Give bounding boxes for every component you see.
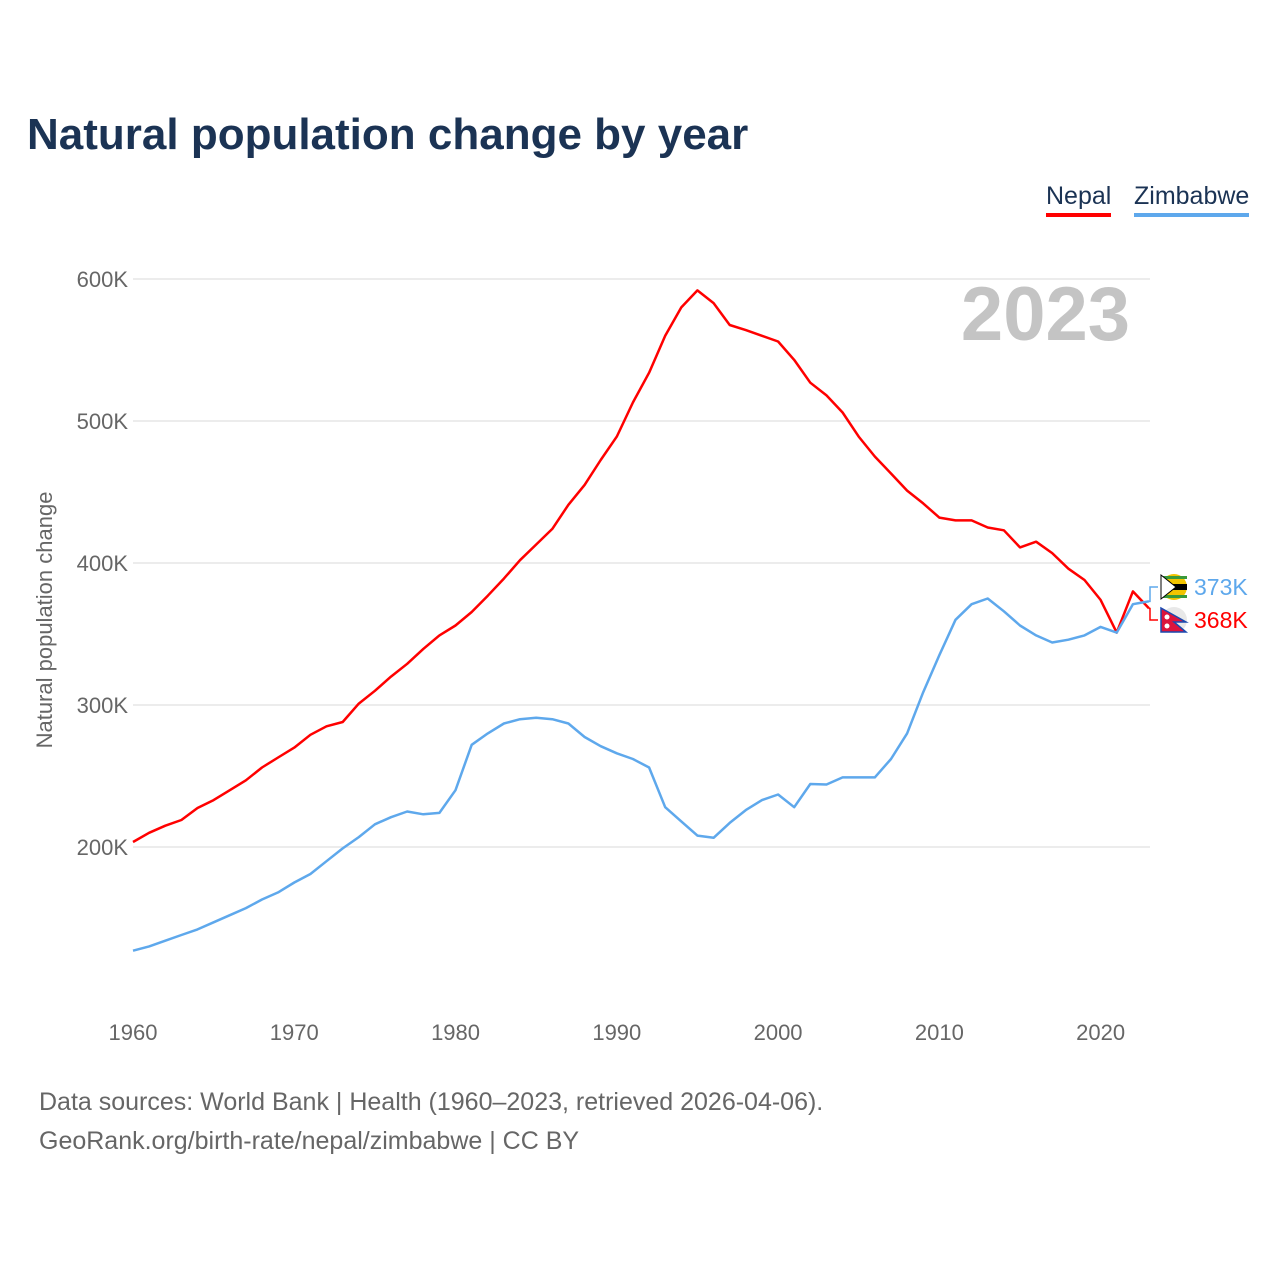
legend-item-nepal[interactable]: Nepal	[1046, 182, 1112, 217]
footer-sources: Data sources: World Bank | Health (1960–…	[39, 1088, 824, 1116]
end-value-label-nepal: 368K	[1194, 607, 1248, 633]
x-tick-label: 2000	[754, 1020, 803, 1045]
y-tick-label: 400K	[77, 551, 129, 576]
x-tick-label: 1990	[592, 1020, 641, 1045]
end-value-label-zimbabwe: 373K	[1194, 574, 1248, 600]
flag-nepal-icon	[1160, 606, 1189, 633]
chart-title: Natural population change by year	[27, 110, 749, 159]
x-tick-label: 2010	[915, 1020, 964, 1045]
series-line-zimbabwe[interactable]	[132, 597, 1150, 952]
y-tick-label: 200K	[77, 835, 129, 860]
year-watermark: 2023	[961, 272, 1130, 357]
footer-credit: GeoRank.org/birth-rate/nepal/zimbabwe | …	[39, 1127, 580, 1155]
flag-zimbabwe-icon	[1160, 573, 1187, 601]
x-tick-label: 1970	[270, 1020, 319, 1045]
y-tick-label: 500K	[77, 409, 129, 434]
x-tick-label: 1960	[109, 1020, 158, 1045]
x-tick-label: 1980	[431, 1020, 480, 1045]
end-label-connector	[1149, 586, 1158, 603]
y-axis-label: Natural population change	[32, 492, 57, 749]
series-line-nepal[interactable]	[132, 289, 1150, 844]
y-tick-label: 600K	[77, 267, 129, 292]
legend-item-zimbabwe[interactable]: Zimbabwe	[1134, 182, 1250, 217]
x-tick-label: 2020	[1076, 1020, 1125, 1045]
end-label-connector	[1149, 607, 1158, 621]
y-tick-label: 300K	[77, 693, 129, 718]
